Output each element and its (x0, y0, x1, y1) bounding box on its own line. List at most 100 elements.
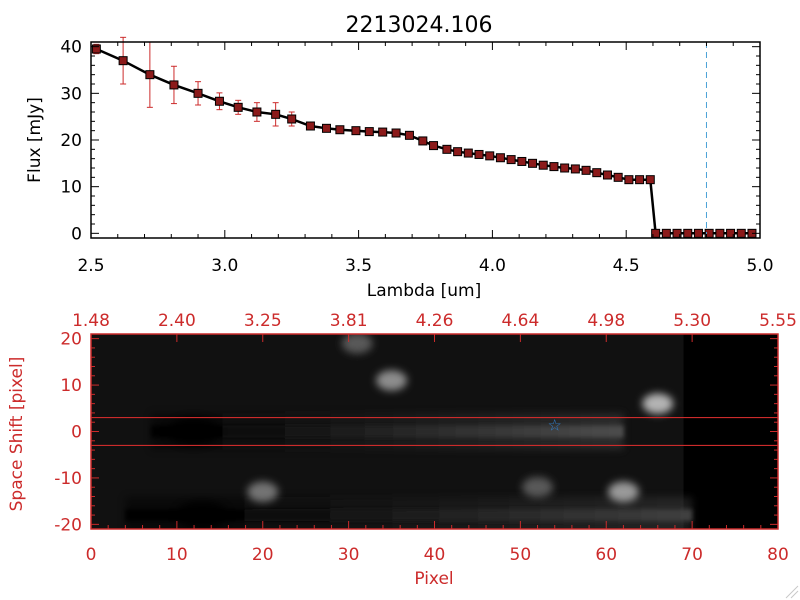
data-point (271, 109, 281, 119)
data-point (404, 130, 414, 140)
spectrum-x-axis-label: Lambda [um] (367, 281, 481, 301)
star-icon: ☆ (548, 416, 562, 435)
spectrum-y-tick-label: 40 (60, 38, 82, 58)
spectrum-y-tick-label: 10 (60, 178, 82, 198)
data-point (118, 56, 128, 66)
image-top-tick-label: 4.26 (416, 311, 454, 331)
spectrum-y-tick-label: 0 (71, 224, 82, 244)
data-point (495, 153, 505, 163)
errorbar-group (93, 36, 755, 236)
spectrum-y-tick-label: 30 (60, 84, 82, 104)
data-point (613, 172, 623, 182)
image-blob (376, 370, 408, 391)
image-y-ticks: -20 -10 0 10 20 (54, 330, 778, 535)
data-point (635, 175, 645, 185)
image-top-tick-label: 3.25 (244, 311, 282, 331)
image-x-tick-label: 60 (595, 545, 617, 565)
spectrum-x-ticks: 2.5 3.0 3.5 4.0 4.5 5.0 (77, 42, 774, 276)
data-point (252, 107, 262, 117)
image-top-tick-label: 5.30 (673, 311, 711, 331)
image-x-tick-label: 40 (424, 545, 446, 565)
data-point (351, 126, 361, 136)
data-point (233, 102, 243, 112)
spectral-trace (151, 413, 624, 450)
data-point (517, 156, 527, 166)
data-point (506, 155, 516, 165)
image-feature-group (91, 334, 693, 529)
image-y-tick-label: -20 (54, 515, 82, 535)
spectrum-y-ticks: 0 10 20 30 40 (60, 38, 760, 244)
spectrum-y-axis-label: Flux [mJy] (25, 97, 45, 183)
data-point (581, 165, 591, 175)
spectrum-panel: 2213024.106 2.5 3.0 3.5 4.0 4.5 5.0 0 10 20 30 40… (25, 13, 774, 301)
image-top-wavelength-ticks: 1.48 2.40 3.25 3.81 4.26 4.64 4.98 5.30 5.55 (72, 311, 797, 342)
spectrum-y-tick-label: 20 (60, 131, 82, 151)
data-point (693, 228, 703, 238)
image-blob (341, 334, 373, 354)
flux-marker-group (91, 44, 757, 238)
image-x-tick-label: 20 (252, 545, 274, 565)
data-point (485, 151, 495, 161)
data-point (538, 160, 548, 170)
image-top-tick-label: 5.55 (759, 311, 797, 331)
image-blob (607, 481, 639, 503)
data-point (528, 158, 538, 168)
image-blob (522, 477, 554, 498)
spectrum-x-tick-label: 4.0 (479, 256, 506, 276)
image-x-tick-label: 0 (86, 545, 97, 565)
data-point (736, 228, 746, 238)
data-point (169, 80, 179, 90)
data-point (429, 141, 439, 151)
data-point (321, 123, 331, 133)
data-point (214, 96, 224, 106)
image-x-tick-label: 10 (166, 545, 188, 565)
data-point (683, 228, 693, 238)
data-point (661, 228, 671, 238)
spectrum-x-tick-label: 2.5 (77, 256, 104, 276)
data-point (624, 175, 634, 185)
image-y-tick-label: -10 (54, 469, 82, 489)
resize-grip-icon (785, 585, 799, 599)
data-point (305, 121, 315, 131)
data-point (335, 125, 345, 135)
image-y-tick-label: 0 (71, 423, 82, 443)
spectrum-x-tick-label: 4.5 (613, 256, 640, 276)
image-top-tick-label: 2.40 (158, 311, 196, 331)
spectrum-x-tick-label: 3.0 (211, 256, 238, 276)
chart-title: 2213024.106 (346, 13, 493, 38)
image-blob (247, 481, 279, 503)
data-point (645, 175, 655, 185)
image-panel: ☆ 0 10 20 30 40 50 60 70 80 1.48 2.40 3.25 3.81 4.26… (7, 311, 797, 589)
image-y-tick-label: 10 (60, 376, 82, 396)
image-top-tick-label: 1.48 (72, 311, 110, 331)
data-point (91, 44, 101, 54)
data-point (602, 170, 612, 180)
spectrum-x-tick-label: 5.0 (746, 256, 773, 276)
image-top-tick-label: 4.98 (587, 311, 625, 331)
data-point (193, 88, 203, 98)
data-point (145, 70, 155, 80)
image-y-axis-label: Space Shift [pixel] (7, 357, 27, 512)
data-point (378, 127, 388, 137)
image-x-ticks: 0 10 20 30 40 50 60 70 80 (86, 521, 789, 565)
data-point (453, 147, 463, 157)
data-point (391, 128, 401, 138)
image-x-tick-label: 50 (510, 545, 532, 565)
data-point (715, 228, 725, 238)
data-point (570, 164, 580, 174)
secondary-trace (125, 497, 693, 529)
data-point (463, 148, 473, 158)
image-top-tick-label: 3.81 (330, 311, 368, 331)
data-point (560, 163, 570, 173)
data-point (442, 144, 452, 154)
image-blob (642, 393, 674, 414)
data-point (287, 114, 297, 124)
image-top-tick-label: 4.64 (501, 311, 539, 331)
data-point (592, 168, 602, 178)
data-point (474, 149, 484, 159)
image-x-tick-label: 30 (338, 545, 360, 565)
data-point (364, 127, 374, 137)
image-x-tick-label: 80 (767, 545, 789, 565)
